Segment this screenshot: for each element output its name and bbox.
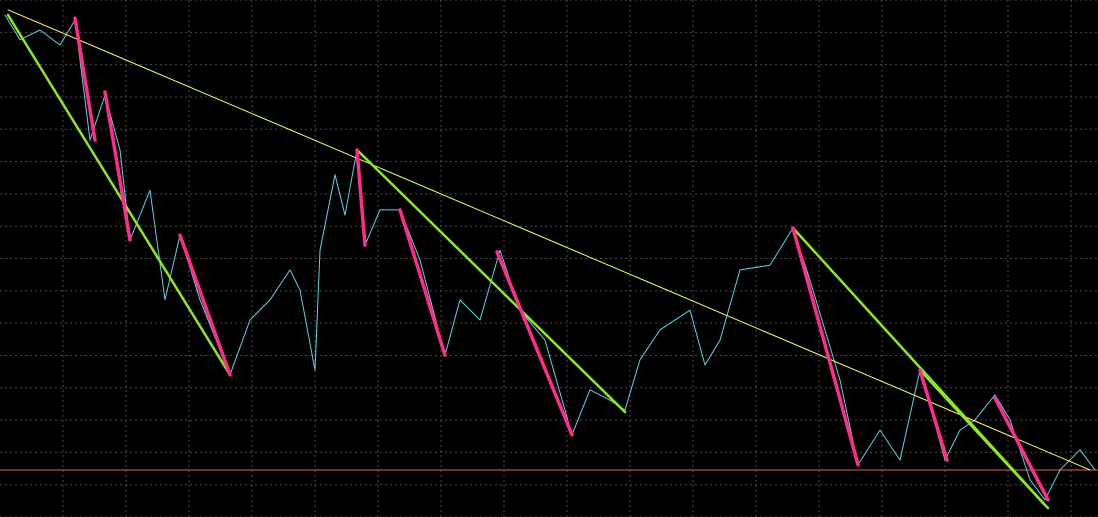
series-line [73, 16, 1050, 502]
series-line [6, 13, 1050, 510]
series-line [7, 9, 1091, 471]
